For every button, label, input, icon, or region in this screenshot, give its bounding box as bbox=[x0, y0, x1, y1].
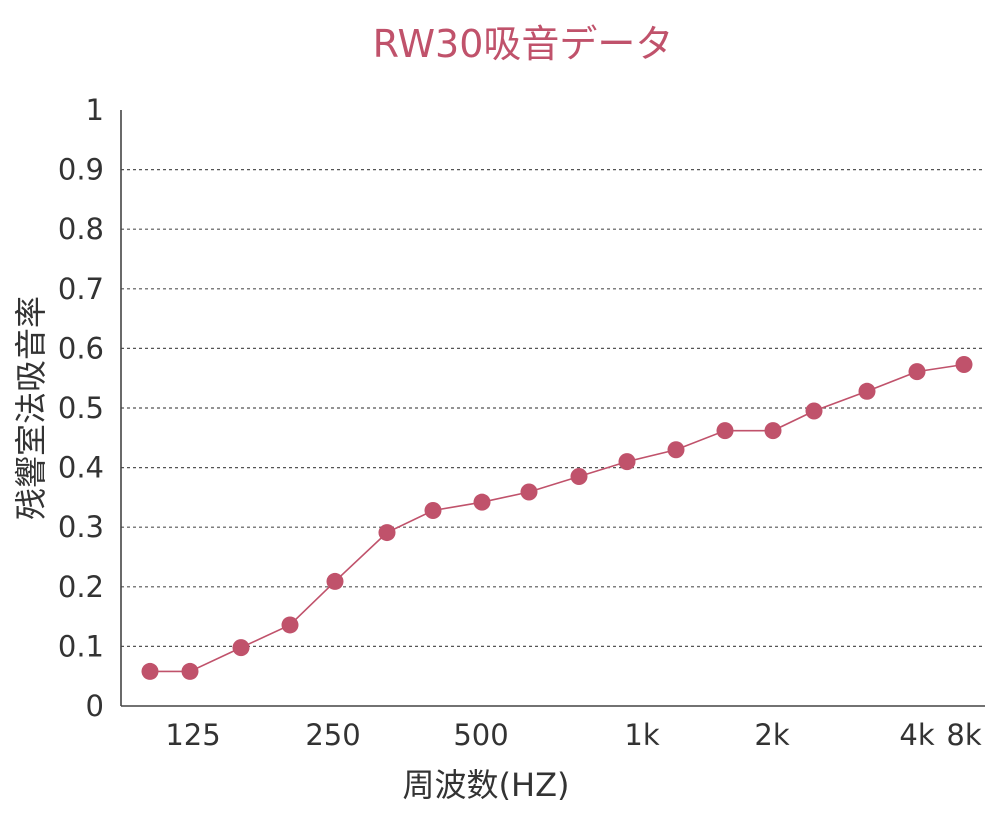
data-point bbox=[424, 502, 442, 520]
data-point bbox=[181, 662, 199, 680]
y-tick-label: 0.1 bbox=[58, 629, 104, 663]
data-point bbox=[716, 422, 734, 440]
y-tick-label: 0.2 bbox=[58, 570, 104, 604]
data-point bbox=[378, 524, 396, 542]
gridlines bbox=[121, 169, 985, 648]
y-tick-label: 1 bbox=[86, 93, 104, 127]
data-point bbox=[232, 639, 250, 657]
x-tick-label: 250 bbox=[305, 718, 360, 752]
data-point bbox=[908, 363, 926, 381]
series-layer bbox=[141, 355, 973, 680]
data-point bbox=[473, 493, 491, 511]
data-point bbox=[955, 355, 973, 373]
chart-title: RW30吸音データ bbox=[373, 22, 674, 66]
data-point bbox=[281, 616, 299, 634]
y-tick-label: 0.3 bbox=[58, 510, 104, 544]
y-tick-label: 0.6 bbox=[58, 331, 104, 365]
y-tick-label: 0.9 bbox=[58, 153, 104, 187]
series-line bbox=[150, 363, 965, 673]
data-point bbox=[570, 468, 588, 486]
data-point bbox=[326, 572, 344, 590]
data-point bbox=[141, 662, 159, 680]
y-tick-labels: 0 0.1 0.2 0.3 0.4 0.5 0.6 0.7 0.8 0.9 1 bbox=[58, 93, 104, 723]
x-tick-label: 8k bbox=[946, 718, 981, 752]
x-tick-label: 1k bbox=[624, 718, 659, 752]
x-tick-labels: 125 250 500 1k 2k 4k 8k bbox=[165, 718, 982, 752]
x-tick-label: 500 bbox=[453, 718, 508, 752]
x-tick-label: 4k bbox=[899, 718, 934, 752]
x-tick-label: 125 bbox=[165, 718, 220, 752]
y-tick-label: 0.5 bbox=[58, 391, 104, 425]
data-point bbox=[667, 441, 685, 459]
y-tick-label: 0.8 bbox=[58, 212, 104, 246]
y-axis-label: 残響室法吸音率 bbox=[12, 296, 50, 520]
y-tick-label: 0.4 bbox=[58, 451, 104, 485]
data-point bbox=[764, 422, 782, 440]
y-tick-label: 0.7 bbox=[58, 272, 104, 306]
data-point bbox=[520, 483, 538, 501]
data-point bbox=[618, 453, 636, 471]
y-tick-label: 0 bbox=[86, 689, 104, 723]
x-tick-label: 2k bbox=[754, 718, 789, 752]
data-point bbox=[805, 402, 823, 420]
data-point bbox=[858, 382, 876, 400]
x-axis-label: 周波数(HZ) bbox=[403, 766, 570, 804]
